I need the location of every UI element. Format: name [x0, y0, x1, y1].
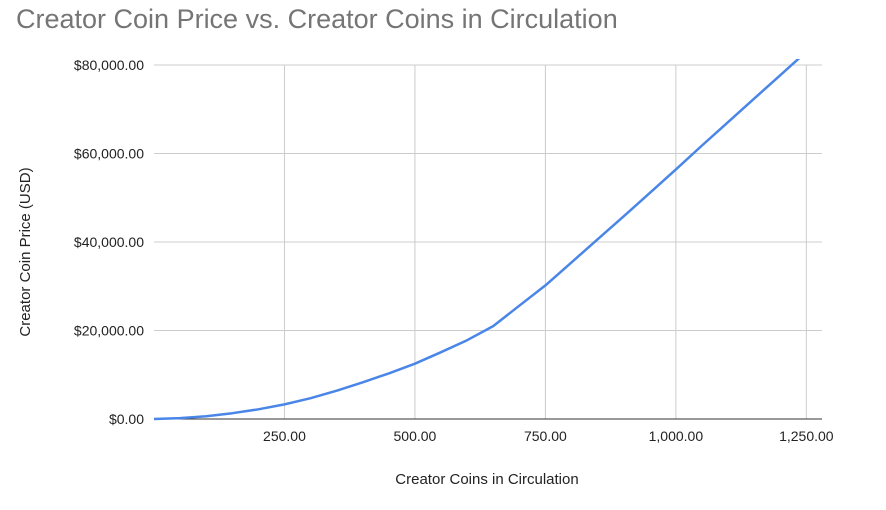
series-line [154, 59, 801, 421]
y-tick-label: $40,000.00 [74, 234, 144, 250]
x-tick-label: 1,250.00 [779, 428, 834, 444]
y-tick-label: $60,000.00 [74, 146, 144, 162]
tick-labels-layer: $0.00 $20,000.00 $40,000.00 $60,000.00 $80,0… [74, 57, 834, 444]
grid-layer [154, 64, 822, 419]
y-axis-title: Creator Coin Price (USD) [17, 167, 34, 336]
x-axis-title: Creator Coins in Circulation [395, 471, 578, 488]
x-tick-label: 750.00 [524, 428, 567, 444]
series-layer [154, 59, 801, 421]
y-tick-label: $0.00 [109, 411, 144, 427]
chart-title: Creator Coin Price vs. Creator Coins in … [16, 4, 618, 34]
x-tick-label: 1,000.00 [649, 428, 704, 444]
x-tick-label: 500.00 [394, 428, 437, 444]
x-tick-label: 250.00 [263, 428, 306, 444]
y-tick-label: $20,000.00 [74, 323, 144, 339]
y-tick-label: $80,000.00 [74, 57, 144, 73]
